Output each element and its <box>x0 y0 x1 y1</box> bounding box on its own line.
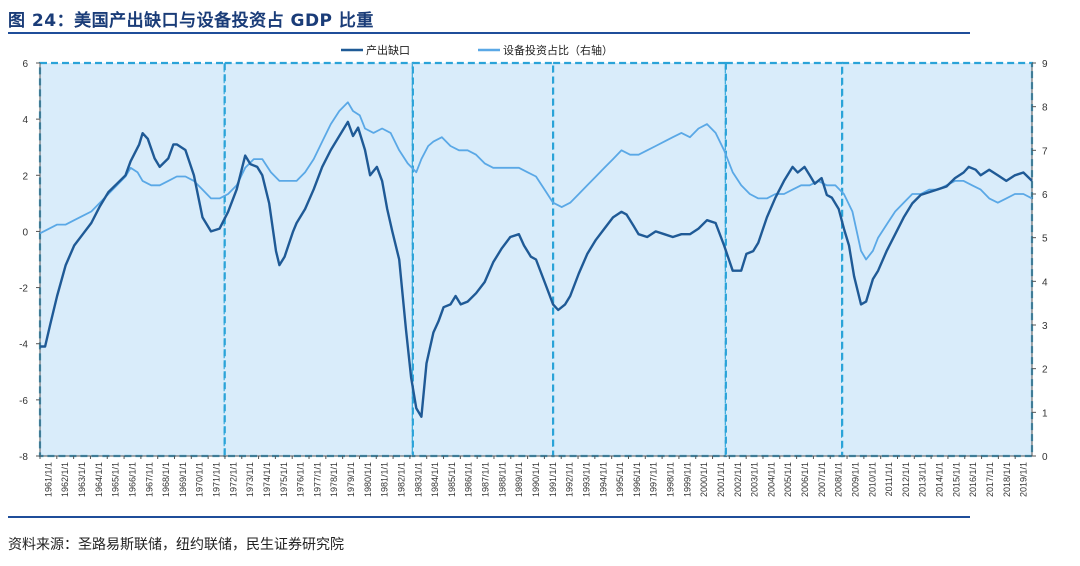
x-tick-label: 1986/1/1 <box>464 462 474 497</box>
legend-label-2: 设备投资占比（右轴） <box>503 43 613 57</box>
x-tick-label: 1996/1/1 <box>632 462 642 497</box>
period-band-6 <box>841 61 1034 458</box>
x-tick-label: 1963/1/1 <box>77 462 87 497</box>
x-tick-label: 2006/1/1 <box>800 462 810 497</box>
source-note: 资料来源：圣路易斯联储，纽约联储，民生证券研究院 <box>8 537 344 553</box>
legend: 产出缺口 设备投资占比（右轴） <box>341 43 613 57</box>
x-tick-label: 2001/1/1 <box>716 462 726 497</box>
x-tick-label: 1999/1/1 <box>682 462 692 497</box>
x-tick-label: 1962/1/1 <box>60 462 70 497</box>
x-tick-label: 1980/1/1 <box>363 462 373 497</box>
x-tick-label: 1977/1/1 <box>312 462 322 497</box>
left-tick-label: -4 <box>19 340 28 351</box>
x-tick-label: 1965/1/1 <box>111 462 121 497</box>
x-tick-label: 2016/1/1 <box>968 462 978 497</box>
right-tick-label: 8 <box>1042 103 1048 114</box>
x-tick-label: 2018/1/1 <box>1002 462 1012 497</box>
x-tick-label: 1992/1/1 <box>565 462 575 497</box>
right-tick-label: 4 <box>1042 277 1048 288</box>
x-tick-label: 2013/1/1 <box>918 462 928 497</box>
x-tick-label: 2011/1/1 <box>884 462 894 496</box>
series-line-1 <box>40 120 1033 418</box>
x-tick-label: 2008/1/1 <box>834 462 844 497</box>
x-tick-label: 2007/1/1 <box>817 462 827 497</box>
right-tick-label: 6 <box>1042 190 1048 201</box>
right-tick-label: 0 <box>1042 452 1048 463</box>
right-tick-label: 2 <box>1042 365 1048 376</box>
x-tick-label: 1990/1/1 <box>531 462 541 497</box>
right-y-axis: 9 8 7 6 5 4 3 2 1 0 <box>1031 59 1048 463</box>
x-tick-label: 1973/1/1 <box>245 462 255 497</box>
x-tick-label: 1967/1/1 <box>144 462 154 497</box>
x-tick-label: 1982/1/1 <box>396 462 406 497</box>
x-tick-label: 1995/1/1 <box>615 462 625 497</box>
x-tick-label: 1997/1/1 <box>649 462 659 497</box>
x-tick-label: 1987/1/1 <box>481 462 491 497</box>
left-tick-label: -6 <box>19 396 28 407</box>
period-band-5 <box>724 61 844 458</box>
x-tick-label: 2015/1/1 <box>951 462 961 497</box>
x-tick-label: 1975/1/1 <box>279 462 289 497</box>
left-tick-label: -8 <box>19 452 28 463</box>
left-tick-label: 4 <box>22 115 28 126</box>
left-tick-label: -2 <box>19 284 28 295</box>
left-tick-label: 2 <box>22 171 28 182</box>
right-tick-label: 3 <box>1042 321 1048 332</box>
x-tick-label: 1979/1/1 <box>346 462 356 497</box>
x-tick-label: 1984/1/1 <box>430 462 440 497</box>
x-tick-label: 2000/1/1 <box>699 462 709 497</box>
x-tick-label: 2010/1/1 <box>867 462 877 497</box>
x-tick-label: 1991/1/1 <box>548 462 558 497</box>
right-tick-label: 1 <box>1042 408 1048 419</box>
x-tick-label: 1981/1/1 <box>380 462 390 497</box>
right-tick-label: 9 <box>1042 59 1048 70</box>
x-tick-label: 1993/1/1 <box>581 462 591 497</box>
x-tick-label: 2002/1/1 <box>733 462 743 497</box>
right-tick-label: 5 <box>1042 234 1048 245</box>
x-tick-label: 1985/1/1 <box>447 462 457 497</box>
x-tick-label: 1970/1/1 <box>195 462 205 497</box>
x-tick-label: 1988/1/1 <box>497 462 507 497</box>
x-tick-label: 1961/1/1 <box>43 462 53 497</box>
x-tick-label: 2017/1/1 <box>985 462 995 497</box>
x-tick-label: 1976/1/1 <box>296 462 306 497</box>
period-band-4 <box>552 61 727 458</box>
period-band-3 <box>411 61 555 458</box>
x-tick-label: 1966/1/1 <box>127 462 137 497</box>
x-tick-label: 2004/1/1 <box>766 462 776 497</box>
x-tick-label: 1983/1/1 <box>413 462 423 497</box>
x-tick-label: 1971/1/1 <box>212 462 222 497</box>
x-tick-label: 2005/1/1 <box>783 462 793 497</box>
x-tick-label: 1978/1/1 <box>329 462 339 497</box>
series-lines <box>39 101 1033 418</box>
x-tick-label: 1968/1/1 <box>161 462 171 497</box>
series-line-2 <box>39 101 1033 261</box>
left-y-axis: 6 4 2 0 -2 -4 -6 -8 <box>19 59 41 463</box>
x-tick-label: 1969/1/1 <box>178 462 188 497</box>
x-tick-label: 2003/1/1 <box>750 462 760 497</box>
x-tick-label: 1964/1/1 <box>94 462 104 497</box>
x-tick-label: 2014/1/1 <box>935 462 945 497</box>
x-tick-label: 2019/1/1 <box>1019 462 1029 497</box>
x-tick-label: 2009/1/1 <box>850 462 860 497</box>
figure-title: 图 24：美国产出缺口与设备投资占 GDP 比重 <box>8 11 374 31</box>
x-tick-label: 1998/1/1 <box>666 462 676 497</box>
period-band-2 <box>223 61 414 458</box>
x-tick-label: 1994/1/1 <box>598 462 608 497</box>
legend-label-1: 产出缺口 <box>366 43 410 57</box>
left-tick-label: 0 <box>22 227 28 238</box>
left-tick-label: 6 <box>22 59 28 70</box>
x-tick-label: 2012/1/1 <box>901 462 911 497</box>
x-tick-label: 1972/1/1 <box>228 462 238 497</box>
right-tick-label: 7 <box>1042 146 1048 157</box>
footer-rule <box>8 516 970 518</box>
x-tick-label: 1989/1/1 <box>514 462 524 497</box>
title-underline <box>8 32 970 34</box>
x-axis: 1961/1/1 1962/1/1 1963/1/1 1964/1/1 1965/1/1… <box>39 455 1032 497</box>
x-tick-label: 1974/1/1 <box>262 462 272 497</box>
